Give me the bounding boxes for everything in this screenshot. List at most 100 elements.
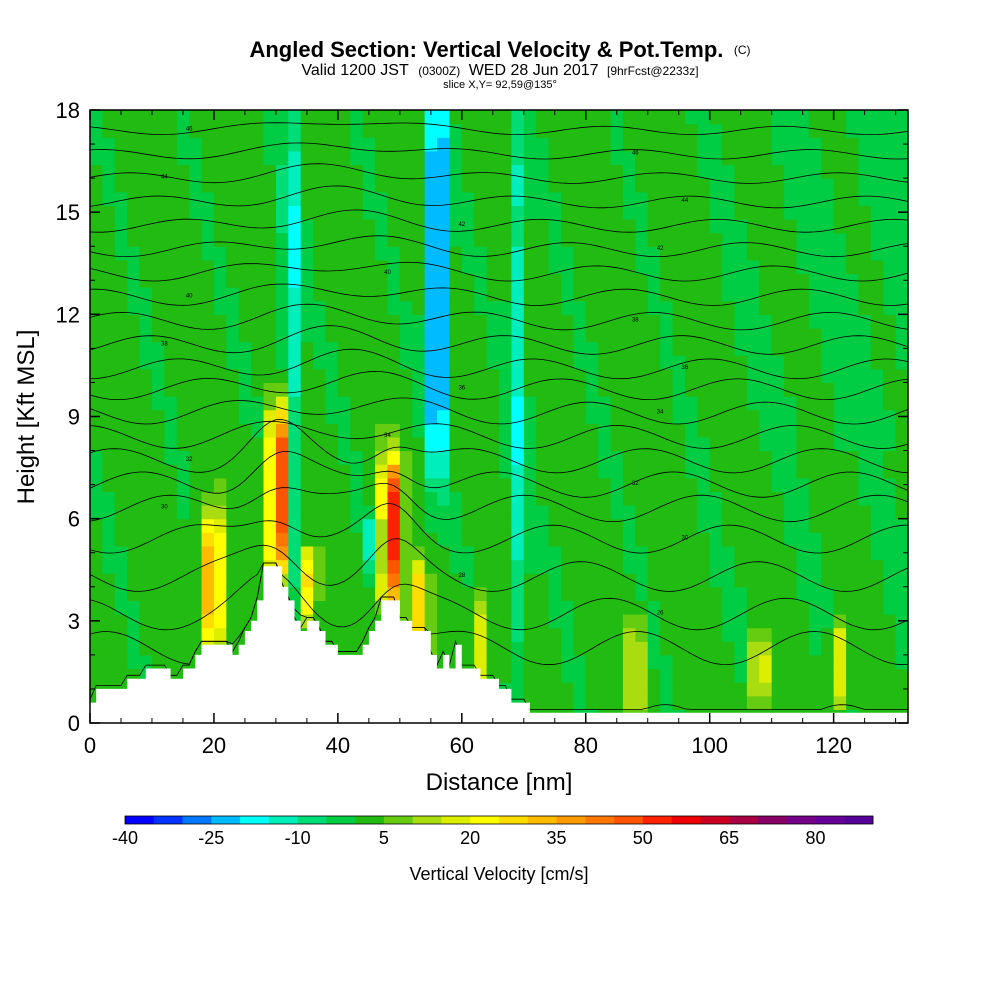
velocity-cell xyxy=(213,341,227,356)
velocity-cell xyxy=(399,586,413,601)
velocity-cell xyxy=(325,164,339,179)
velocity-cell xyxy=(189,627,203,642)
velocity-cell xyxy=(833,682,847,697)
velocity-cell xyxy=(833,246,847,261)
velocity-cell xyxy=(114,178,128,193)
velocity-cell xyxy=(337,573,351,588)
velocity-cell xyxy=(102,232,116,247)
velocity-cell xyxy=(684,314,698,329)
velocity-cell xyxy=(362,327,376,343)
velocity-cell xyxy=(808,409,822,424)
velocity-cell xyxy=(709,205,723,220)
velocity-cell xyxy=(176,314,190,329)
velocity-cell xyxy=(251,314,265,329)
velocity-cell xyxy=(573,532,587,547)
velocity-cell xyxy=(846,137,860,152)
velocity-cell xyxy=(548,477,562,493)
velocity-cell xyxy=(189,586,203,601)
velocity-cell xyxy=(610,164,624,179)
velocity-cell xyxy=(883,586,897,601)
velocity-cell xyxy=(585,695,599,710)
velocity-cell xyxy=(114,518,128,533)
velocity-cell xyxy=(375,191,389,206)
velocity-cell xyxy=(684,396,698,411)
velocity-cell xyxy=(350,627,364,642)
velocity-cell xyxy=(102,110,116,125)
velocity-cell xyxy=(511,436,525,452)
velocity-cell xyxy=(585,409,599,424)
velocity-cell xyxy=(189,178,203,193)
velocity-cell xyxy=(189,341,203,356)
velocity-cell xyxy=(771,341,785,356)
velocity-cell xyxy=(610,682,624,697)
velocity-cell xyxy=(536,382,550,397)
colorbar-swatch xyxy=(585,816,615,824)
velocity-cell xyxy=(821,178,835,193)
velocity-cell xyxy=(90,627,103,642)
velocity-cell xyxy=(226,205,240,220)
velocity-cell xyxy=(647,273,661,288)
velocity-cell xyxy=(833,259,847,275)
velocity-cell xyxy=(771,436,785,452)
velocity-cell xyxy=(362,232,376,247)
velocity-cell xyxy=(201,232,215,247)
velocity-cell xyxy=(883,641,897,656)
velocity-cell xyxy=(660,668,674,683)
velocity-cell xyxy=(387,396,401,411)
velocity-cell xyxy=(288,314,302,329)
velocity-cell xyxy=(387,137,401,152)
velocity-cell xyxy=(895,586,908,601)
velocity-cell xyxy=(461,450,475,465)
velocity-cell xyxy=(635,300,649,315)
velocity-cell xyxy=(474,246,488,261)
velocity-cell xyxy=(536,123,550,138)
velocity-cell xyxy=(610,627,624,642)
velocity-cell xyxy=(684,423,698,438)
velocity-cell xyxy=(734,436,748,452)
velocity-cell xyxy=(784,382,798,397)
velocity-cell xyxy=(870,205,884,220)
velocity-cell xyxy=(90,232,103,247)
velocity-cell xyxy=(486,396,500,411)
velocity-cell xyxy=(424,396,438,411)
velocity-cell xyxy=(164,518,178,533)
velocity-cell xyxy=(858,477,872,493)
velocity-cell xyxy=(213,191,227,206)
velocity-cell xyxy=(486,518,500,533)
colorbar: -40 -25 -10 5 20 35 50 65 80 xyxy=(112,815,874,848)
velocity-cell xyxy=(709,355,723,370)
velocity-cell xyxy=(300,205,314,220)
velocity-cell xyxy=(213,559,227,574)
velocity-cell xyxy=(263,518,277,533)
velocity-cell xyxy=(635,314,649,329)
velocity-cell xyxy=(821,668,835,683)
velocity-cell xyxy=(833,327,847,343)
velocity-cell xyxy=(560,191,574,206)
velocity-cell xyxy=(734,477,748,493)
velocity-cell xyxy=(387,355,401,370)
velocity-cell xyxy=(734,409,748,424)
velocity-cell xyxy=(796,259,810,275)
velocity-cell xyxy=(709,382,723,397)
velocity-cell xyxy=(127,491,141,506)
theta-contour-label: 32 xyxy=(186,457,193,463)
velocity-cell xyxy=(647,137,661,152)
velocity-cell xyxy=(511,327,525,343)
velocity-cell xyxy=(127,382,141,397)
velocity-cell xyxy=(226,436,240,452)
velocity-cell xyxy=(213,573,227,588)
velocity-cell xyxy=(709,218,723,234)
velocity-cell xyxy=(709,368,723,384)
velocity-cell xyxy=(746,532,760,547)
velocity-cell xyxy=(499,123,512,138)
velocity-cell xyxy=(213,436,227,452)
velocity-cell xyxy=(895,682,908,697)
velocity-cell xyxy=(263,464,277,479)
velocity-cell xyxy=(213,477,227,493)
velocity-cell xyxy=(362,205,376,220)
velocity-cell xyxy=(548,600,562,615)
velocity-cell xyxy=(573,477,587,493)
velocity-cell xyxy=(548,314,562,329)
velocity-cell xyxy=(486,123,500,138)
velocity-cell xyxy=(499,423,512,438)
